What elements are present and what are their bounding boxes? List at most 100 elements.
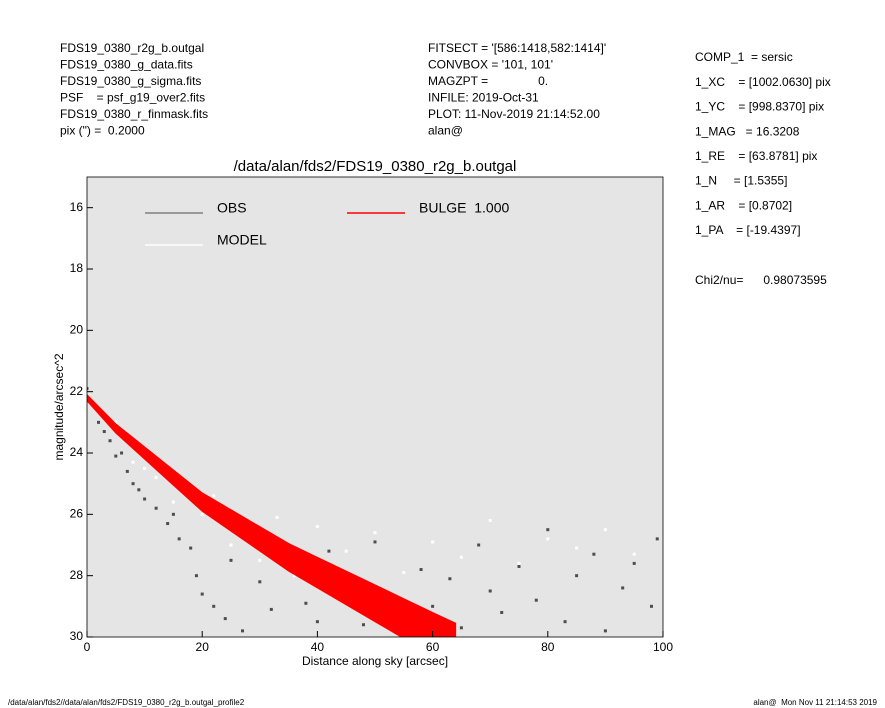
header-line: FITSECT = '[586:1418,582:1414]' <box>428 41 606 55</box>
data-point <box>171 500 175 504</box>
data-point <box>655 537 659 541</box>
y-tick-label: 16 <box>70 200 84 214</box>
legend-label: OBS <box>217 200 247 216</box>
data-point <box>459 626 463 630</box>
data-point <box>143 497 147 501</box>
data-point <box>229 543 233 547</box>
fit-parameter: 1_YC = [998.8370] pix <box>695 100 824 114</box>
fit-parameter: 1_XC = [1002.0630] pix <box>695 75 831 89</box>
data-point <box>344 549 348 553</box>
data-point <box>373 531 377 535</box>
fit-statistic: Chi2/nu= 0.98073595 <box>695 273 827 287</box>
data-point <box>632 552 636 556</box>
data-point <box>258 580 262 584</box>
data-point <box>97 420 101 424</box>
fit-parameter: 1_AR = [0.8702] <box>695 198 792 212</box>
data-point <box>200 592 204 596</box>
header-line: pix (") = 0.2000 <box>60 124 145 138</box>
data-point <box>500 610 504 614</box>
data-point <box>546 528 550 532</box>
x-tick-label: 100 <box>653 640 673 654</box>
header-line: PLOT: 11-Nov-2019 21:14:52.00 <box>428 107 600 121</box>
data-point <box>154 476 158 480</box>
data-point <box>632 561 636 565</box>
data-point <box>125 469 129 473</box>
chart-title: /data/alan/fds2/FDS19_0380_r2g_b.outgal <box>234 158 517 175</box>
data-point <box>131 482 135 486</box>
data-point <box>189 546 193 550</box>
data-point <box>431 540 435 544</box>
header-line: CONVBOX = '101, 101' <box>428 58 553 72</box>
data-point <box>258 558 262 562</box>
y-tick-label: 28 <box>70 568 84 582</box>
y-tick-label: 18 <box>70 261 84 275</box>
header-line: FDS19_0380_r2g_b.outgal <box>60 41 204 55</box>
data-point <box>223 617 227 621</box>
data-point <box>269 607 273 611</box>
data-point <box>120 451 124 455</box>
data-point <box>229 558 233 562</box>
data-point <box>373 540 377 544</box>
data-point <box>327 549 331 553</box>
data-point <box>154 506 158 510</box>
model-band <box>87 394 457 637</box>
data-point <box>315 525 319 529</box>
data-point <box>194 574 198 578</box>
data-point <box>166 522 170 526</box>
data-point <box>212 604 216 608</box>
header-line: FDS19_0380_r_finmask.fits <box>60 107 208 121</box>
data-point <box>114 454 118 458</box>
y-tick-label: 26 <box>70 507 84 521</box>
data-point <box>108 439 112 443</box>
plot-background <box>87 177 663 637</box>
data-point <box>575 546 579 550</box>
data-point <box>241 629 245 633</box>
data-point <box>575 574 579 578</box>
header-line: FDS19_0380_g_data.fits <box>60 58 193 72</box>
data-point <box>87 387 89 391</box>
fit-parameter: 1_MAG = 16.3208 <box>695 124 800 138</box>
data-point <box>171 512 175 516</box>
data-point <box>431 604 435 608</box>
plot-frame <box>86 176 664 638</box>
y-axis-label: magnitude/arcsec^2 <box>52 353 66 460</box>
y-tick-label: 30 <box>70 629 84 643</box>
data-point <box>448 577 452 581</box>
data-point <box>177 537 181 541</box>
x-tick-label: 60 <box>426 640 440 654</box>
data-point <box>114 420 118 424</box>
data-point <box>459 555 463 559</box>
legend-label: MODEL <box>217 232 267 248</box>
y-tick-label: 20 <box>70 323 84 337</box>
data-point <box>275 515 279 519</box>
fit-parameter: 1_N = [1.5355] <box>695 174 787 188</box>
data-point <box>563 620 567 624</box>
header-line: FDS19_0380_g_sigma.fits <box>60 74 201 88</box>
data-point <box>361 623 365 627</box>
fit-parameter: COMP_1 = sersic <box>695 50 793 64</box>
data-point <box>517 561 521 565</box>
data-point <box>102 430 106 434</box>
data-point <box>488 589 492 593</box>
x-tick-label: 0 <box>84 640 91 654</box>
y-tick-label: 24 <box>70 445 84 459</box>
data-point <box>402 571 406 575</box>
data-point <box>477 543 481 547</box>
fit-parameter: 1_RE = [63.8781] pix <box>695 149 817 163</box>
data-point <box>592 552 596 556</box>
data-point <box>603 629 607 633</box>
data-point <box>200 512 204 516</box>
x-tick-label: 20 <box>196 640 210 654</box>
footer-right: alan@ Mon Nov 11 21:14:53 2019 <box>753 698 877 707</box>
header-line: PSF = psf_g19_over2.fits <box>60 91 205 105</box>
x-tick-label: 40 <box>311 640 325 654</box>
legend-label: BULGE 1.000 <box>419 200 509 216</box>
header-line: MAGZPT = 0. <box>428 74 548 88</box>
x-tick-label: 80 <box>541 640 555 654</box>
data-point <box>603 528 607 532</box>
header-line: alan@ <box>428 124 463 138</box>
data-point <box>488 518 492 522</box>
data-point <box>143 466 147 470</box>
